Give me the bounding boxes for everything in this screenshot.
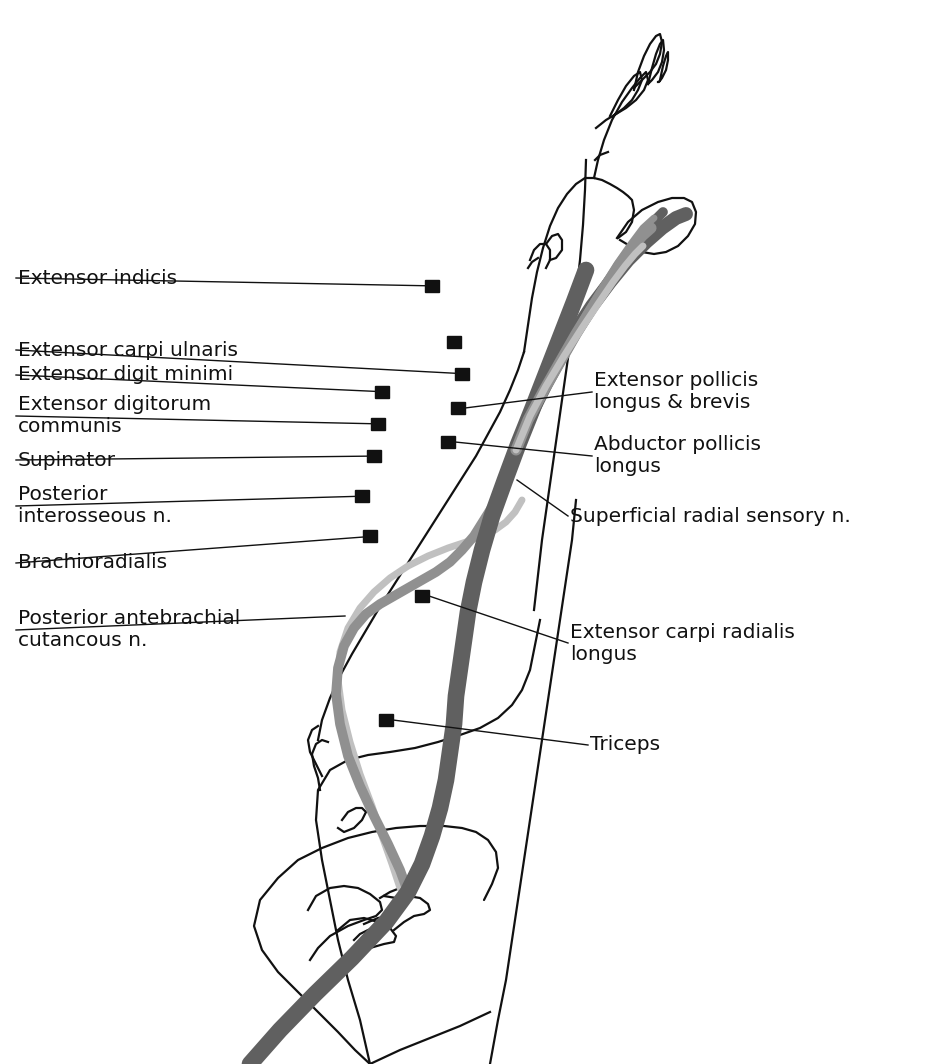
Text: Extensor carpi ulnaris: Extensor carpi ulnaris [18, 340, 238, 360]
Text: Abductor pollicis
longus: Abductor pollicis longus [594, 435, 761, 477]
Bar [425, 280, 439, 292]
Bar [379, 714, 393, 726]
Bar [355, 491, 369, 502]
Text: Extensor digit minimi: Extensor digit minimi [18, 366, 234, 384]
Bar [441, 436, 455, 448]
Text: Posterior
interosseous n.: Posterior interosseous n. [18, 485, 172, 527]
Text: Supinator: Supinator [18, 450, 116, 469]
Bar [415, 591, 429, 602]
Text: Extensor carpi radialis
longus: Extensor carpi radialis longus [570, 622, 795, 664]
Bar [363, 530, 377, 542]
Text: Triceps: Triceps [590, 735, 660, 754]
Text: Extensor pollicis
longus & brevis: Extensor pollicis longus & brevis [594, 371, 758, 413]
Text: Extensor digitorum
communis: Extensor digitorum communis [18, 396, 211, 436]
Text: Posterior antebrachial
cutancous n.: Posterior antebrachial cutancous n. [18, 610, 240, 650]
Bar [451, 402, 465, 414]
Bar [367, 450, 381, 462]
Bar [375, 386, 389, 398]
Text: Brachioradialis: Brachioradialis [18, 553, 167, 572]
Text: Extensor indicis: Extensor indicis [18, 268, 177, 287]
Bar [447, 336, 461, 348]
Bar [371, 418, 385, 430]
Text: Superficial radial sensory n.: Superficial radial sensory n. [570, 506, 851, 526]
Bar [455, 368, 469, 380]
